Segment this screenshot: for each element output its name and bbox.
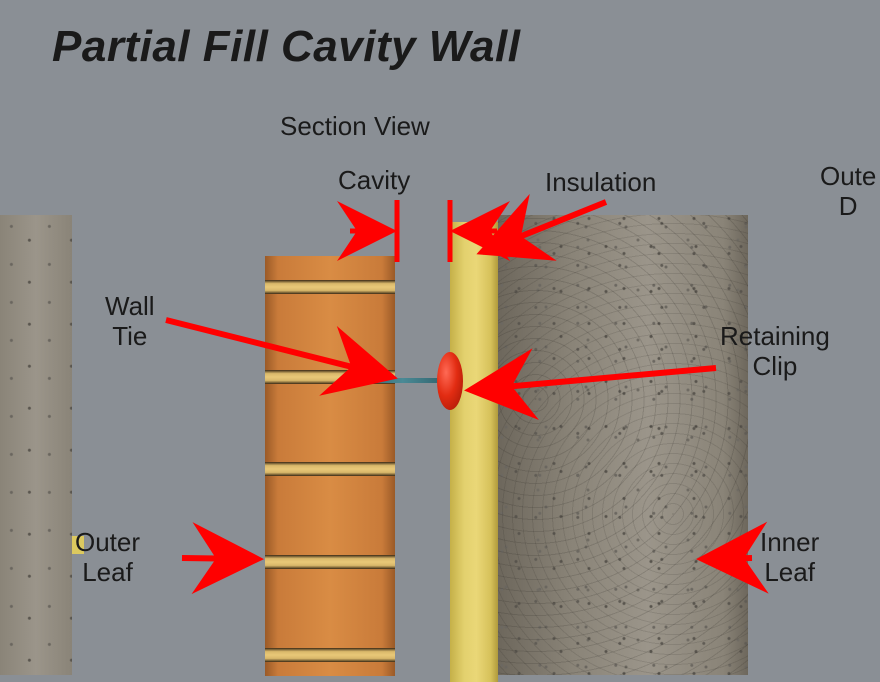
- arrow-cavity-dim: [0, 0, 880, 660]
